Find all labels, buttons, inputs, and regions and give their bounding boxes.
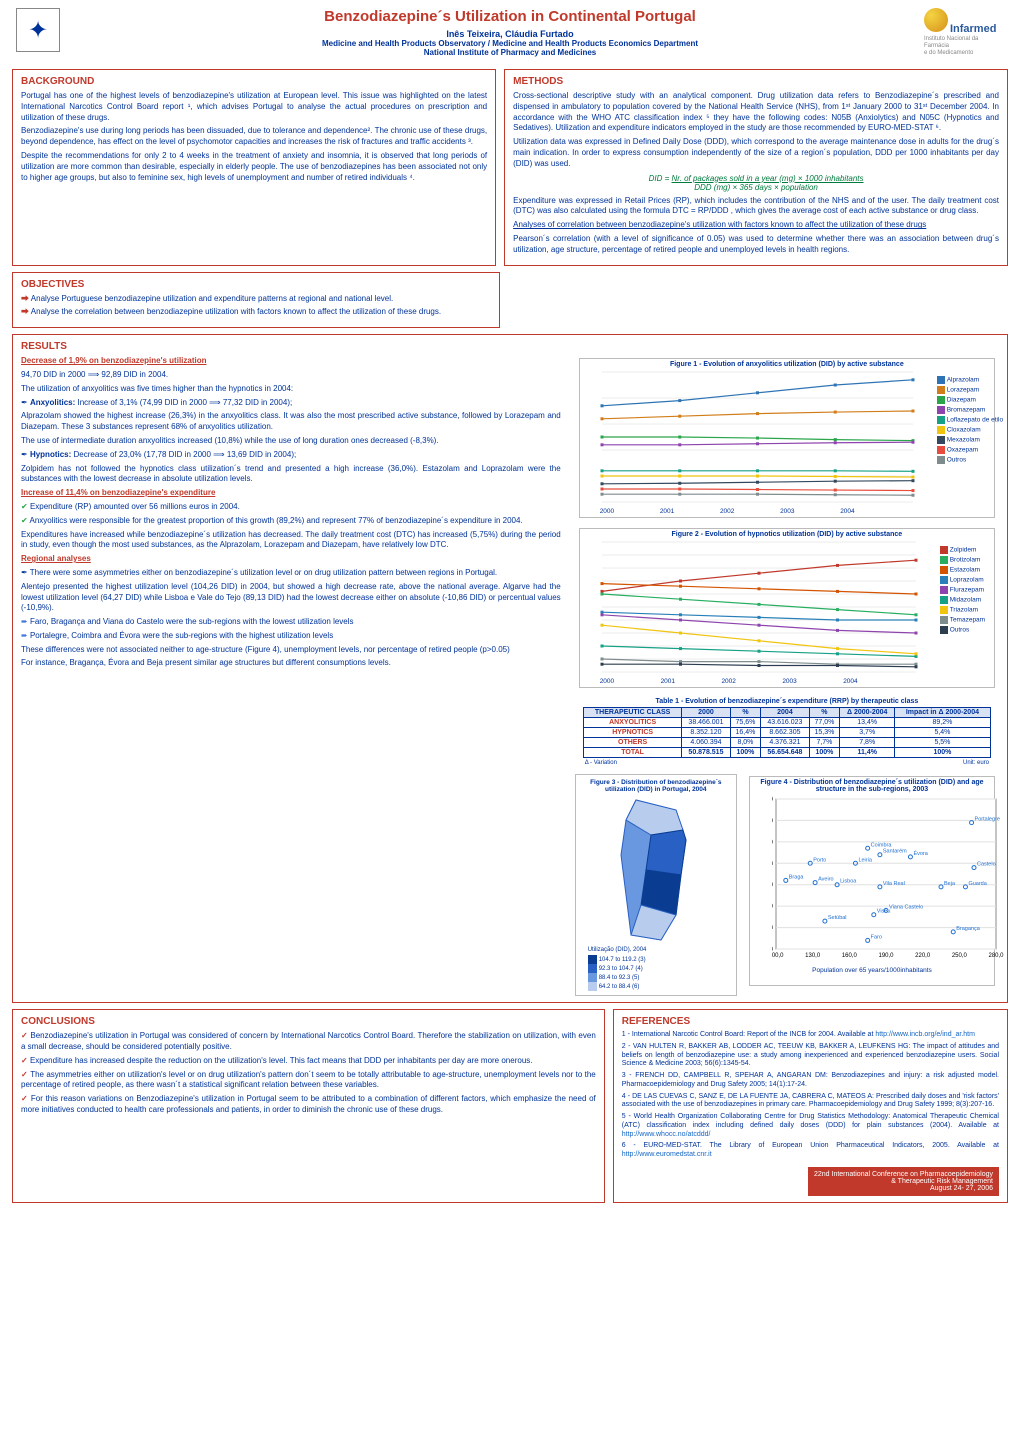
dept: Medicine and Health Products Observatory… <box>12 39 1008 48</box>
results-r4: Portalegre, Coimbra and Évora were the s… <box>21 631 561 642</box>
svg-text:220,0: 220,0 <box>915 953 931 959</box>
ref-1: 1 - International Narcotic Control Board… <box>622 1031 999 1040</box>
references-heading: REFERENCES <box>622 1016 999 1027</box>
objectives-box: OBJECTIVES Analyse Portuguese benzodiaze… <box>12 272 500 329</box>
background-heading: BACKGROUND <box>21 76 487 87</box>
concl-2: Expenditure has increased despite the re… <box>21 1056 596 1067</box>
methods-p4b: Pearson´s correlation (with a level of s… <box>513 234 999 256</box>
infarmed-small-logo: ✦ <box>16 8 60 52</box>
results-r3: Faro, Bragança and Viana do Castelo were… <box>21 617 561 628</box>
svg-text:Évora: Évora <box>913 850 928 857</box>
svg-text:110,0: 110,0 <box>772 840 774 846</box>
svg-text:Vila Real: Vila Real <box>883 881 905 887</box>
conclusions-heading: CONCLUSIONS <box>21 1016 596 1027</box>
results-h3: Regional analyses <box>21 554 91 563</box>
results-hyp: Hypnotics: Decrease of 23,0% (17,78 DID … <box>21 450 561 461</box>
portugal-map-icon <box>591 795 721 945</box>
svg-text:Lisboa: Lisboa <box>840 879 857 885</box>
ref-2: 2 - VAN HULTEN R, BAKKER AB, LODDER AC, … <box>622 1043 999 1069</box>
svg-text:130,0: 130,0 <box>772 797 774 803</box>
svg-text:Braga: Braga <box>789 875 805 881</box>
table-1: THERAPEUTIC CLASS2000%2004%Δ 2000-2004Im… <box>583 707 990 758</box>
methods-p1: Cross-sectional descriptive study with a… <box>513 91 999 134</box>
svg-text:100,0: 100,0 <box>772 861 774 867</box>
institute: National Institute of Pharmacy and Medic… <box>12 48 1008 57</box>
conclusions-box: CONCLUSIONS Benzodiazepine's utilization… <box>12 1009 605 1203</box>
figure-2: Figure 2 - Evolution of hypnotics utiliz… <box>579 528 995 688</box>
svg-text:Guarda: Guarda <box>968 881 987 887</box>
concl-1: Benzodiazepine's utilization in Portugal… <box>21 1031 596 1053</box>
results-heading: RESULTS <box>21 341 999 352</box>
svg-text:Santarém: Santarém <box>883 849 907 855</box>
concl-4: For this reason variations on Benzodiaze… <box>21 1094 596 1116</box>
svg-text:Faro: Faro <box>871 935 882 941</box>
svg-text:250,0: 250,0 <box>952 953 968 959</box>
svg-text:Viana Castelo: Viana Castelo <box>889 905 923 911</box>
table1-title: Table 1 - Evolution of benzodiazepine´s … <box>575 698 999 705</box>
figure-3: Figure 3 - Distribution of benzodiazepin… <box>575 774 737 996</box>
methods-heading: METHODS <box>513 76 999 87</box>
svg-text:190,0: 190,0 <box>878 953 894 959</box>
results-e1: Expenditure (RP) amounted over 56 millio… <box>21 502 561 513</box>
methods-box: METHODS Cross-sectional descriptive stud… <box>504 69 1008 266</box>
infarmed-logo: Infarmed Instituto Nacional da Farmácia … <box>924 8 1004 56</box>
results-h1: Decrease of 1,9% on benzodiazepine's uti… <box>21 356 207 365</box>
svg-text:120,0: 120,0 <box>772 819 774 825</box>
svg-text:Beja: Beja <box>944 881 956 887</box>
svg-text:Leiria: Leiria <box>858 857 872 863</box>
did-formula: DID = Nr. of packages sold in a year (mg… <box>513 174 999 192</box>
results-h2: Increase of 11,4% on benzodiazepine's ex… <box>21 488 215 497</box>
table1-delta-note: Δ - Variation <box>585 760 617 766</box>
svg-text:90,0: 90,0 <box>772 883 774 889</box>
results-zol: Zolpidem has not followed the hypnotics … <box>21 464 561 486</box>
svg-text:280,0: 280,0 <box>988 953 1004 959</box>
svg-text:Portalegre: Portalegre <box>974 817 999 823</box>
obj-1: Analyse Portuguese benzodiazepine utiliz… <box>21 294 491 305</box>
bg-p2: Benzodiazepine's use during long periods… <box>21 126 487 148</box>
conference-badge: 22nd International Conference on Pharmac… <box>808 1167 999 1196</box>
results-exp: Expenditures have increased while benzod… <box>21 530 561 552</box>
results-anx: Anxyolitics: Increase of 3,1% (74,99 DID… <box>21 398 561 409</box>
background-box: BACKGROUND Portugal has one of the highe… <box>12 69 496 266</box>
bg-p3: Despite the recommendations for only 2 t… <box>21 151 487 183</box>
methods-p2: Utilization data was expressed in Define… <box>513 137 999 169</box>
references-box: REFERENCES 1 - International Narcotic Co… <box>613 1009 1008 1203</box>
results-r6: For instance, Bragança, Évora and Beja p… <box>21 658 561 669</box>
results-h1-sub: 94,70 DID in 2000 ⟹ 92,89 DID in 2004. <box>21 370 561 381</box>
results-r1: There were some asymmetries either on be… <box>21 568 561 579</box>
results-int: The use of intermediate duration anxyoli… <box>21 436 561 447</box>
ref-4: 4 - DE LAS CUEVAS C, SANZ E, DE LA FUENT… <box>622 1093 999 1111</box>
results-e2: Anxyolitics were responsible for the gre… <box>21 516 561 527</box>
authors: Inês Teixeira, Cláudia Furtado <box>12 29 1008 39</box>
results-anx-intro: The utilization of anxyolitics was five … <box>21 384 561 395</box>
methods-p3: Expenditure was expressed in Retail Pric… <box>513 196 999 218</box>
objectives-heading: OBJECTIVES <box>21 279 491 290</box>
svg-text:80,0: 80,0 <box>772 904 774 910</box>
obj-2: Analyse the correlation between benzodia… <box>21 307 491 318</box>
svg-text:Castelo: Castelo <box>977 862 996 868</box>
ref-6: 6 - EURO-MED-STAT. The Library of Europe… <box>622 1142 999 1160</box>
ref-5: 5 - World Health Organization Collaborat… <box>622 1113 999 1139</box>
svg-text:Coimbra: Coimbra <box>871 842 893 848</box>
title: Benzodiazepine´s Utilization in Continen… <box>12 8 1008 25</box>
svg-text:Bragança: Bragança <box>956 926 980 932</box>
results-alp: Alprazolam showed the highest increase (… <box>21 411 561 433</box>
concl-3: The asymmetries either on utilization's … <box>21 1070 596 1092</box>
svg-text:160,0: 160,0 <box>842 953 858 959</box>
svg-text:100,0: 100,0 <box>772 953 784 959</box>
results-r2: Alentejo presented the highest utilizati… <box>21 582 561 614</box>
ref-3: 3 - FRENCH DD, CAMPBELL R, SPEHAR A, ANG… <box>622 1072 999 1090</box>
svg-text:130,0: 130,0 <box>805 953 821 959</box>
bg-p1: Portugal has one of the highest levels o… <box>21 91 487 123</box>
methods-p4a: Analyses of correlation between benzodia… <box>513 220 999 231</box>
figure-4: Figure 4 - Distribution of benzodiazepin… <box>749 776 995 986</box>
results-r5: These differences were not associated ne… <box>21 645 561 656</box>
results-box: RESULTS Decrease of 1,9% on benzodiazepi… <box>12 334 1008 1003</box>
svg-text:Aveiro: Aveiro <box>818 877 834 883</box>
svg-text:Porto: Porto <box>813 857 826 863</box>
svg-text:Setúbal: Setúbal <box>828 915 847 921</box>
svg-text:70,0: 70,0 <box>772 926 774 932</box>
figure-1: Figure 1 - Evolution of anxyolitics util… <box>579 358 995 518</box>
table1-unit-note: Unit: euro <box>963 760 989 766</box>
